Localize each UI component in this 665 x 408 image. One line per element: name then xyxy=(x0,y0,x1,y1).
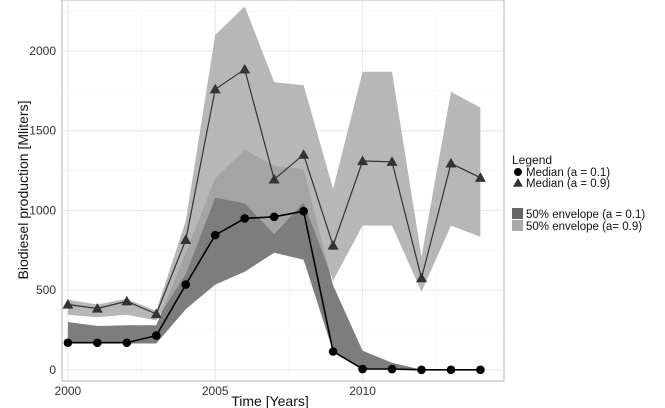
y-tick-label: 500 xyxy=(36,283,56,297)
data-point-circle xyxy=(93,338,102,348)
legend-label: Median (a = 0.9) xyxy=(526,178,610,190)
legend-label: Median (a = 0.1) xyxy=(526,167,610,179)
data-point-circle xyxy=(446,365,456,375)
data-point-circle xyxy=(358,364,367,374)
legend-key-circle xyxy=(514,168,522,176)
data-point-circle xyxy=(63,338,73,348)
data-point-circle xyxy=(269,212,279,222)
data-point-triangle xyxy=(209,83,221,94)
data-point-circle xyxy=(122,338,132,348)
data-point-circle xyxy=(299,206,308,216)
y-tick-label: 1000 xyxy=(29,203,56,217)
data-point-circle xyxy=(476,365,485,375)
legend-key-swatch xyxy=(512,220,523,231)
data-point-circle xyxy=(328,347,338,356)
data-point-circle xyxy=(387,364,397,374)
data-point-triangle xyxy=(62,298,74,309)
x-axis-title: Time [Years] xyxy=(231,393,309,408)
data-point-triangle xyxy=(268,173,280,184)
y-tick-label: 0 xyxy=(49,363,56,377)
legend-label: 50% envelope (a= 0.9) xyxy=(526,221,642,233)
data-point-circle xyxy=(240,214,249,223)
data-point-triangle xyxy=(239,63,251,74)
envelope-band-1 xyxy=(67,149,481,370)
data-point-triangle xyxy=(386,156,398,166)
x-tick-label: 2010 xyxy=(349,384,376,398)
legend-key-swatch xyxy=(512,208,523,219)
data-point-triangle xyxy=(415,272,427,283)
y-axis-title: Biodiesel production [Mliters] xyxy=(15,101,31,280)
envelope-band-2 xyxy=(67,6,481,321)
legend: Legend Median (a = 0.1)Median (a = 0.9) 5… xyxy=(512,153,645,233)
data-point-circle xyxy=(181,280,191,289)
data-point-triangle xyxy=(91,302,103,313)
y-tick-label: 1500 xyxy=(29,124,56,138)
data-point-circle xyxy=(210,230,220,240)
legend-label: 50% envelope (a = 0.1) xyxy=(526,209,645,221)
data-point-triangle xyxy=(180,234,192,245)
x-tick-labels: 2000 2005 2010 xyxy=(55,384,377,398)
data-point-triangle xyxy=(445,157,457,168)
legend-key-triangle xyxy=(513,178,523,187)
series-markers xyxy=(62,63,486,375)
data-point-circle xyxy=(417,365,426,375)
envelopes xyxy=(67,6,481,370)
x-tick-label: 2000 xyxy=(55,384,82,398)
data-point-triangle xyxy=(474,172,486,182)
legend-title: Legend xyxy=(512,153,552,167)
data-point-circle xyxy=(151,331,161,340)
data-point-triangle xyxy=(150,308,162,319)
data-point-triangle xyxy=(298,149,310,159)
data-point-triangle xyxy=(121,295,133,306)
data-point-triangle xyxy=(327,239,339,250)
data-point-triangle xyxy=(357,155,369,166)
x-tick-label: 2005 xyxy=(202,384,229,398)
y-tick-label: 2000 xyxy=(29,44,56,58)
y-tick-labels: 0 500 1000 1500 2000 xyxy=(29,44,56,377)
